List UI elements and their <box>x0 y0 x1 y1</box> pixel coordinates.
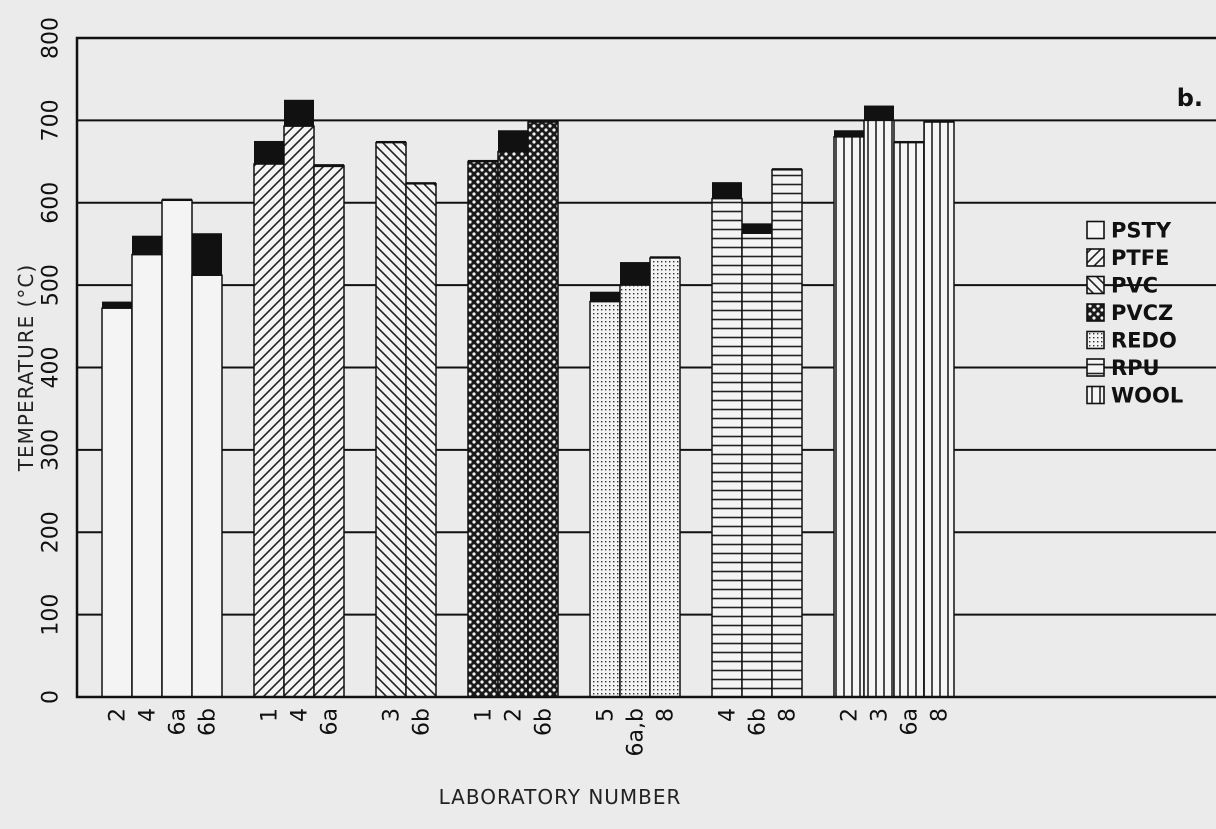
range-marker <box>498 130 528 152</box>
legend-swatch-wool <box>1086 385 1105 405</box>
x-tick-label: 6a <box>166 708 191 735</box>
y-tick-label: 400 <box>39 347 64 389</box>
x-tick-label: 4 <box>136 708 161 722</box>
x-tick-label: 6b <box>196 708 221 736</box>
y-tick-label: 300 <box>39 429 64 471</box>
x-tick-label: 6b <box>746 708 771 736</box>
bar-ptfe-lab-1 <box>253 163 285 698</box>
legend-label-redo: REDO <box>1111 329 1177 353</box>
bar-pvcz-lab-2 <box>497 150 529 698</box>
x-tick-label: 8 <box>928 708 953 722</box>
bar-pvc-lab-3 <box>375 141 407 698</box>
legend-label-ptfe: PTFE <box>1111 246 1169 270</box>
bars <box>101 99 955 698</box>
x-tick-label: 3 <box>868 708 893 722</box>
x-tick-label: 3 <box>380 708 405 722</box>
legend-swatch-rpu <box>1086 358 1105 377</box>
x-tick-label: 2 <box>106 708 131 722</box>
legend: PSTY PTFE PVC PVCZ REDO RPU WOOL <box>1086 219 1183 408</box>
bar-rpu-lab-6b <box>741 232 773 698</box>
range-marker <box>834 130 864 137</box>
bar-redo-lab-6ab <box>619 284 651 698</box>
x-tick-label: 6b <box>532 708 557 736</box>
range-marker <box>376 140 406 143</box>
x-tick-label: 1 <box>472 708 497 722</box>
bar-wool-lab-6a <box>893 141 925 698</box>
range-marker <box>772 168 802 170</box>
range-marker <box>712 182 742 199</box>
bar-psty-lab-6b <box>191 274 223 698</box>
plot-frame <box>75 36 1216 699</box>
range-marker <box>864 105 894 121</box>
legend-label-pvcz: PVCZ <box>1111 301 1173 325</box>
x-tick-label: 6a <box>318 708 343 735</box>
bar-pvcz-lab-1 <box>467 160 499 698</box>
legend-label-pvc: PVC <box>1111 274 1158 298</box>
y-axis-label: TEMPERATURE (°C) <box>14 264 38 472</box>
x-tick-label: 6a <box>898 708 923 735</box>
bar-psty-lab-6a <box>161 199 193 698</box>
bar-rpu-lab-8 <box>771 169 803 698</box>
x-axis-label: LABORATORY NUMBER <box>439 785 682 809</box>
legend-label-psty: PSTY <box>1111 219 1172 243</box>
legend-swatch-pvcz <box>1086 303 1105 322</box>
bar-redo-lab-5 <box>589 300 621 698</box>
range-marker <box>924 120 954 123</box>
x-tick-label: 8 <box>776 708 801 722</box>
bar-psty-lab-4 <box>131 253 163 698</box>
legend-label-rpu: RPU <box>1111 356 1160 380</box>
range-marker <box>650 256 680 258</box>
x-tick-label: 4 <box>716 708 741 722</box>
range-marker <box>468 159 498 162</box>
range-marker <box>102 301 132 309</box>
range-marker <box>132 235 162 255</box>
legend-label-wool: WOOL <box>1111 384 1183 408</box>
y-tick-label: 600 <box>39 182 64 224</box>
bar-pvcz-lab-6b <box>527 121 559 698</box>
y-tick-label: 800 <box>39 17 64 59</box>
y-tick-label: 200 <box>39 511 64 553</box>
range-marker <box>620 262 650 286</box>
y-tick-label: 500 <box>39 264 64 306</box>
bar-ptfe-lab-6a <box>313 164 345 698</box>
x-tick-label: 1 <box>258 708 283 722</box>
legend-swatch-psty <box>1086 220 1105 240</box>
legend-swatch-redo <box>1086 330 1105 350</box>
panel-label: b. <box>1177 84 1203 112</box>
x-tick-label: 6a,b <box>624 708 649 756</box>
range-marker <box>742 223 772 234</box>
y-tick-label: 100 <box>39 594 64 636</box>
bar-rpu-lab-4 <box>711 197 743 698</box>
range-marker <box>254 140 284 165</box>
bar-wool-lab-2 <box>833 136 865 698</box>
range-marker <box>406 182 436 184</box>
y-tick-label: 700 <box>39 99 64 141</box>
x-tick-labels: 2 4 6a 6b 1 4 6a 3 6b 1 2 6b 5 6a,b 8 4 6b 8 2 3 6a 8 <box>106 708 953 756</box>
range-marker <box>162 198 192 201</box>
range-marker <box>528 120 558 123</box>
x-tick-label: 2 <box>502 708 527 722</box>
y-tick-labels: 0 100 200 300 400 500 600 700 800 <box>39 17 64 704</box>
range-marker <box>192 233 222 276</box>
legend-swatch-pvc <box>1086 275 1105 295</box>
range-marker <box>590 291 620 302</box>
bar-ptfe-lab-4 <box>283 125 315 698</box>
range-marker <box>284 99 314 127</box>
x-tick-label: 2 <box>838 708 863 722</box>
x-tick-label: 8 <box>654 708 679 722</box>
bar-redo-lab-8 <box>649 257 681 698</box>
bar-pvc-lab-6b <box>405 183 437 698</box>
x-tick-label: 6b <box>410 708 435 736</box>
x-tick-label: 4 <box>288 708 313 722</box>
x-tick-label: 5 <box>594 708 619 722</box>
bar-psty-lab-2 <box>101 307 133 698</box>
y-tick-label: 0 <box>39 690 64 704</box>
range-marker <box>894 140 924 143</box>
bar-wool-lab-8 <box>923 121 955 698</box>
legend-swatch-ptfe <box>1086 248 1105 267</box>
bar-wool-lab-3 <box>863 119 895 698</box>
